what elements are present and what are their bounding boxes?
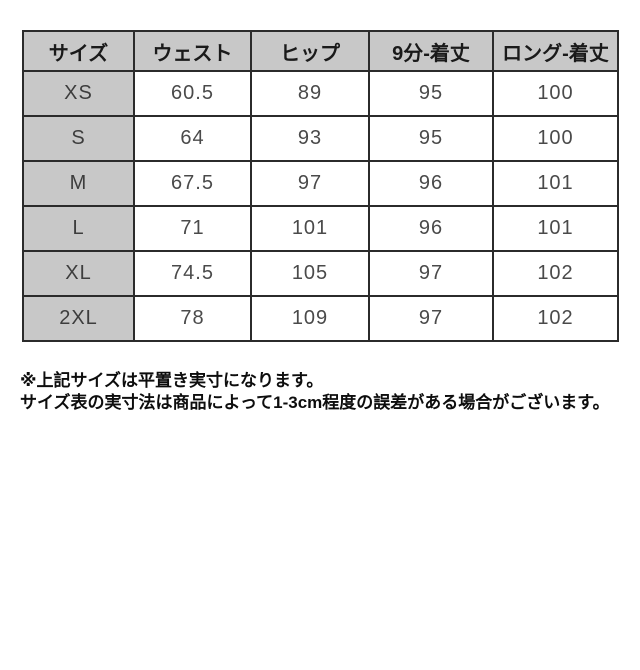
column-header-long-length: ロング-着丈 (492, 30, 619, 72)
table-row-xs: XS 60.5 89 95 100 (22, 70, 619, 117)
table-header-row: サイズ ウェスト ヒップ 9分-着丈 ロング-着丈 (22, 30, 619, 72)
9bu-length-cell: 96 (368, 160, 494, 207)
size-cell: L (22, 205, 135, 252)
hip-cell: 97 (250, 160, 370, 207)
column-header-size: サイズ (22, 30, 135, 72)
table-row-m: M 67.5 97 96 101 (22, 160, 619, 207)
table-row-l: L 71 101 96 101 (22, 205, 619, 252)
column-header-waist: ウェスト (133, 30, 252, 72)
table-row-s: S 64 93 95 100 (22, 115, 619, 162)
table-row-2xl: 2XL 78 109 97 102 (22, 295, 619, 342)
long-length-cell: 102 (492, 295, 619, 342)
waist-cell: 78 (133, 295, 252, 342)
size-chart-table: サイズ ウェスト ヒップ 9分-着丈 ロング-着丈 XS 60.5 89 95 … (22, 30, 619, 342)
9bu-length-cell: 97 (368, 250, 494, 297)
size-cell: XL (22, 250, 135, 297)
waist-cell: 60.5 (133, 70, 252, 117)
long-length-cell: 102 (492, 250, 619, 297)
column-header-9bu-length: 9分-着丈 (368, 30, 494, 72)
size-cell: S (22, 115, 135, 162)
long-length-cell: 101 (492, 205, 619, 252)
hip-cell: 109 (250, 295, 370, 342)
long-length-cell: 100 (492, 70, 619, 117)
waist-cell: 74.5 (133, 250, 252, 297)
waist-cell: 71 (133, 205, 252, 252)
hip-cell: 101 (250, 205, 370, 252)
size-cell: 2XL (22, 295, 135, 342)
9bu-length-cell: 95 (368, 70, 494, 117)
long-length-cell: 100 (492, 115, 619, 162)
column-header-hip: ヒップ (250, 30, 370, 72)
waist-cell: 67.5 (133, 160, 252, 207)
9bu-length-cell: 96 (368, 205, 494, 252)
size-notes: ※上記サイズは平置き実寸になります。 サイズ表の実寸法は商品によって1-3cm程… (20, 370, 626, 415)
9bu-length-cell: 97 (368, 295, 494, 342)
waist-cell: 64 (133, 115, 252, 162)
table-row-xl: XL 74.5 105 97 102 (22, 250, 619, 297)
hip-cell: 93 (250, 115, 370, 162)
note-line-2: サイズ表の実寸法は商品によって1-3cm程度の誤差がある場合がございます。 (20, 393, 610, 413)
size-cell: M (22, 160, 135, 207)
long-length-cell: 101 (492, 160, 619, 207)
9bu-length-cell: 95 (368, 115, 494, 162)
size-cell: XS (22, 70, 135, 117)
note-line-1: ※上記サイズは平置き実寸になります。 (20, 371, 324, 390)
hip-cell: 105 (250, 250, 370, 297)
hip-cell: 89 (250, 70, 370, 117)
